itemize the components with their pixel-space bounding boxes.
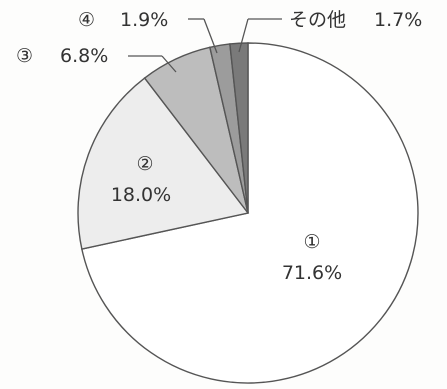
slice-4-marker: ④ — [78, 9, 95, 31]
slice-2-value-label: 18.0% — [111, 184, 171, 206]
slices-layer — [77, 42, 419, 384]
labels-layer: ① 71.6% ② 18.0% ③ 6.8% ④ 1.9% その他 1.7% — [16, 9, 422, 284]
slice-4-value-label: 1.9% — [120, 9, 168, 31]
slice-other-value-label: 1.7% — [374, 9, 422, 31]
leader-line-4-diag — [203, 18, 218, 54]
leaders-layer — [128, 18, 282, 73]
leader-line-3-diag — [161, 55, 177, 73]
slice-3-marker: ③ — [16, 45, 33, 67]
pie-slice-1 — [81, 42, 419, 384]
slice-other-marker: その他 — [289, 9, 346, 31]
slice-2-marker: ② — [136, 153, 153, 175]
slice-1-marker: ① — [303, 231, 320, 253]
leader-line-other-diag — [238, 18, 249, 53]
pie-slice-5 — [229, 42, 249, 214]
slice-1-value-label: 71.6% — [282, 262, 342, 284]
slice-3-value-label: 6.8% — [60, 45, 108, 67]
pie-slice-2 — [77, 77, 250, 250]
